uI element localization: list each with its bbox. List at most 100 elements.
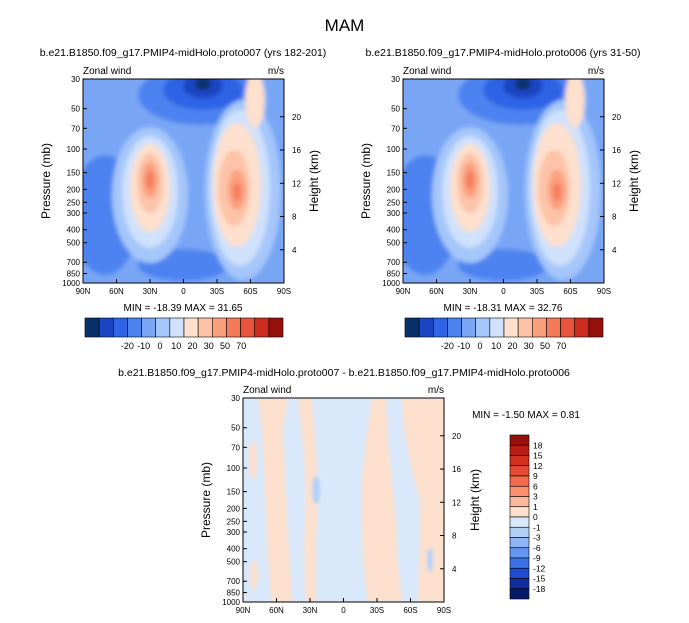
y-tick-label: 30 <box>231 394 240 403</box>
colorbar-swatch <box>268 317 284 338</box>
colorbar-swatch <box>560 317 576 338</box>
y2-tick-label: 8 <box>292 213 297 222</box>
colorbar-swatch <box>197 317 213 338</box>
panel-1-field <box>83 79 284 283</box>
panel-1-stats: MIN = -18.39 MAX = 31.65 <box>124 303 243 314</box>
panel-2-right-label: m/s <box>588 66 604 77</box>
colorbar-swatch <box>509 526 530 538</box>
y-tick-label: 300 <box>227 528 241 537</box>
colorbar-label: -20 <box>121 341 134 351</box>
colorbar-label: -12 <box>533 563 546 573</box>
x-tick-label: 90N <box>236 606 251 615</box>
colorbar-swatch <box>226 317 241 338</box>
colorbar-main-2: -20 -10 0 10 20 30 50 70 <box>404 317 604 351</box>
colorbar-label: 0 <box>533 512 538 522</box>
x-tick-label: 30S <box>210 287 224 296</box>
y2-tick-label: 20 <box>292 113 301 122</box>
colorbar-label: 30 <box>524 341 534 351</box>
colorbar-swatch <box>509 444 530 456</box>
colorbar-main-1: -20 -10 0 10 20 30 50 70 <box>84 317 284 351</box>
x-tick-label: 30S <box>370 606 384 615</box>
colorbar-label: 20 <box>187 341 197 351</box>
colorbar-label: -1 <box>533 522 541 532</box>
colorbar-swatch <box>509 485 530 497</box>
colorbar-swatch <box>509 537 530 549</box>
y-tick-label: 200 <box>67 185 81 194</box>
contour-band <box>553 183 561 201</box>
colorbar-label: -20 <box>441 341 454 351</box>
colorbar-label: 9 <box>533 471 538 481</box>
y2-tick-label: 16 <box>452 465 461 474</box>
contour-band <box>402 398 444 602</box>
colorbar-swatch <box>84 317 100 338</box>
x-tick-label: 90N <box>396 287 411 296</box>
y-tick-label: 850 <box>67 270 81 279</box>
x-tick-label: 90S <box>437 606 451 615</box>
x-tick-label: 0 <box>181 287 186 296</box>
colorbar-label: 6 <box>533 481 538 491</box>
x-tick-label: 0 <box>501 287 506 296</box>
colorbar-label: 10 <box>491 341 501 351</box>
colorbar-swatch <box>588 317 604 338</box>
y-tick-label: 70 <box>71 124 80 133</box>
colorbar-label: 50 <box>540 341 550 351</box>
figure-title: MAM <box>325 16 365 35</box>
colorbar-swatch <box>98 317 114 338</box>
y2-tick-label: 4 <box>452 565 457 574</box>
contour-band <box>515 79 531 90</box>
panel-3-field <box>243 398 444 602</box>
y-tick-label: 400 <box>387 226 401 235</box>
y-tick-label: 700 <box>67 258 81 267</box>
colorbar-label: 1 <box>533 502 538 512</box>
y-tick-label: 500 <box>227 558 241 567</box>
colorbar-swatch <box>509 455 530 467</box>
colorbar-swatch <box>509 557 530 569</box>
panel-2-title: b.e21.B1850.f09_g17.PMIP4-midHolo.proto0… <box>366 47 641 59</box>
colorbar-swatch <box>509 496 530 508</box>
x-tick-label: 60S <box>243 287 257 296</box>
y-tick-label: 300 <box>387 209 401 218</box>
colorbar-swatch <box>509 578 530 590</box>
colorbar-label: 15 <box>533 451 543 461</box>
y-tick-label: 400 <box>227 545 241 554</box>
colorbar-label: 18 <box>533 440 543 450</box>
contour-band <box>249 440 257 480</box>
colorbar-swatch <box>211 317 227 338</box>
colorbar-swatch <box>404 317 420 338</box>
panel-1-y2label: Height (km) <box>307 150 321 212</box>
x-tick-label: 30N <box>463 287 478 296</box>
colorbar-label: 30 <box>204 341 214 351</box>
panel-2-ylabel: Pressure (mb) <box>359 143 373 219</box>
colorbar-label: 10 <box>171 341 181 351</box>
contour-band <box>565 79 585 128</box>
x-tick-label: 90N <box>76 287 91 296</box>
y-tick-label: 100 <box>227 464 241 473</box>
panel-2-left-label: Zonal wind <box>403 66 451 77</box>
y-tick-label: 50 <box>231 424 240 433</box>
y-tick-label: 700 <box>387 258 401 267</box>
y-tick-label: 30 <box>71 75 80 84</box>
y2-tick-label: 16 <box>292 146 301 155</box>
x-tick-label: 60N <box>429 287 444 296</box>
colorbar-swatch <box>112 317 128 338</box>
contour-band <box>312 476 320 504</box>
y2-tick-label: 20 <box>612 113 621 122</box>
colorbar-label: 70 <box>236 341 246 351</box>
contour-band <box>245 79 265 128</box>
x-tick-label: 90S <box>597 287 611 296</box>
y-tick-label: 150 <box>227 488 241 497</box>
panel-3-stats: MIN = -1.50 MAX = 0.81 <box>472 410 580 421</box>
colorbar-swatch <box>475 317 491 338</box>
panel-2-field <box>403 79 604 283</box>
colorbar-swatch <box>240 317 256 338</box>
colorbar-swatch <box>489 317 505 338</box>
y-tick-label: 700 <box>227 577 241 586</box>
y-tick-label: 300 <box>67 209 81 218</box>
y-tick-label: 50 <box>391 105 400 114</box>
colorbar-label: -15 <box>533 574 546 584</box>
colorbar-swatch <box>461 317 477 338</box>
panel-1-ylabel: Pressure (mb) <box>39 143 53 219</box>
y-tick-label: 100 <box>387 145 401 154</box>
